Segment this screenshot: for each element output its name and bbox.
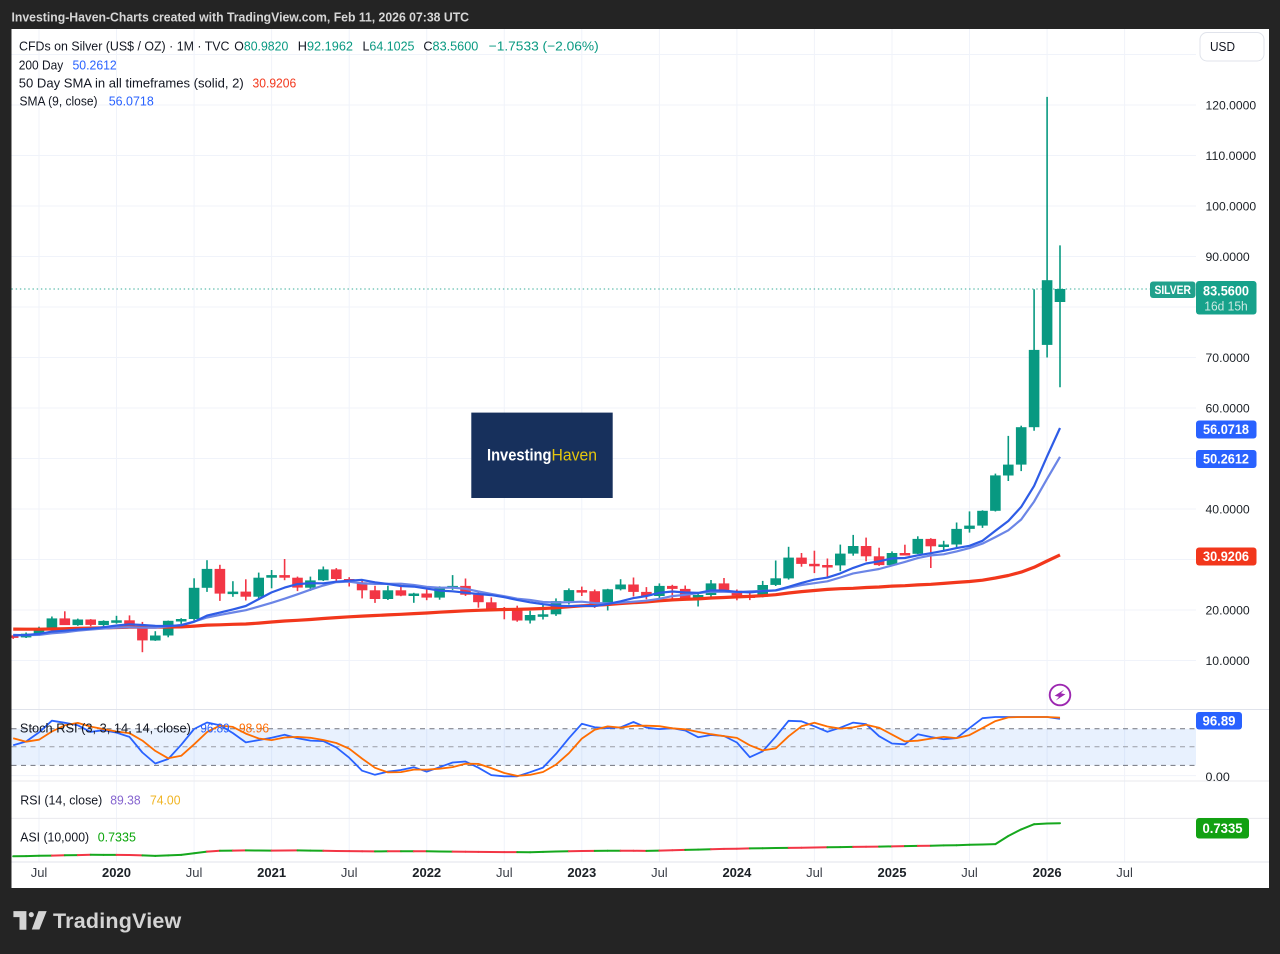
svg-text:2020: 2020	[102, 865, 131, 880]
svg-text:Jul: Jul	[496, 865, 513, 880]
svg-text:83.5600: 83.5600	[1203, 283, 1249, 299]
svg-text:SILVER: SILVER	[1154, 285, 1191, 297]
svg-text:16d 15h: 16d 15h	[1204, 300, 1248, 314]
svg-text:100.0000: 100.0000	[1206, 199, 1257, 213]
svg-text:98.96: 98.96	[239, 720, 269, 735]
svg-text:40.0000: 40.0000	[1206, 502, 1250, 516]
svg-text:2025: 2025	[878, 865, 907, 880]
svg-text:120.0000: 120.0000	[1206, 98, 1257, 112]
svg-text:H92.1962: H92.1962	[298, 39, 353, 54]
svg-text:L64.1025: L64.1025	[363, 39, 415, 54]
svg-text:56.0718: 56.0718	[1203, 421, 1249, 437]
svg-text:Jul: Jul	[651, 865, 668, 880]
svg-text:74.00: 74.00	[150, 793, 181, 808]
svg-text:Jul: Jul	[186, 865, 203, 880]
svg-text:Jul: Jul	[961, 865, 978, 880]
svg-text:96.89: 96.89	[200, 720, 229, 735]
svg-text:89.38: 89.38	[110, 793, 140, 808]
svg-text:0.7335: 0.7335	[1203, 820, 1243, 836]
svg-text:0.00: 0.00	[1206, 770, 1230, 784]
svg-text:Jul: Jul	[806, 865, 823, 880]
svg-text:ASI (10,000): ASI (10,000)	[20, 830, 89, 845]
svg-text:70.0000: 70.0000	[1206, 351, 1250, 365]
svg-text:TradingView: TradingView	[53, 909, 182, 933]
svg-text:2022: 2022	[412, 865, 441, 880]
svg-text:C83.5600: C83.5600	[423, 39, 478, 54]
svg-text:RSI (14, close): RSI (14, close)	[20, 793, 102, 808]
svg-text:60.0000: 60.0000	[1206, 401, 1250, 415]
svg-text:10.0000: 10.0000	[1206, 654, 1250, 668]
svg-text:2023: 2023	[567, 865, 596, 880]
svg-text:200 Day: 200 Day	[19, 57, 64, 72]
svg-text:50.2612: 50.2612	[1203, 451, 1249, 467]
svg-text:Jul: Jul	[341, 865, 358, 880]
svg-text:Investing-Haven-Charts created: Investing-Haven-Charts created with Trad…	[12, 9, 470, 24]
svg-text:50 Day SMA in all timeframes (: 50 Day SMA in all timeframes (solid, 2)	[19, 75, 244, 90]
svg-text:USD: USD	[1210, 39, 1235, 54]
svg-text:O80.9820: O80.9820	[234, 39, 288, 54]
svg-text:110.0000: 110.0000	[1206, 149, 1257, 163]
svg-text:50.2612: 50.2612	[73, 57, 117, 72]
svg-text:2021: 2021	[257, 865, 286, 880]
svg-text:Jul: Jul	[31, 865, 48, 880]
svg-text:90.0000: 90.0000	[1206, 250, 1250, 264]
svg-text:Haven: Haven	[552, 447, 598, 465]
svg-text:20.0000: 20.0000	[1206, 603, 1250, 617]
svg-text:0.7335: 0.7335	[98, 830, 136, 845]
svg-text:−1.7533 (−2.06%): −1.7533 (−2.06%)	[489, 39, 599, 54]
svg-text:96.89: 96.89	[1203, 714, 1236, 729]
svg-text:30.9206: 30.9206	[1203, 548, 1249, 564]
svg-text:56.0718: 56.0718	[109, 94, 154, 109]
svg-text:CFDs on Silver (US$ / OZ) · 1M: CFDs on Silver (US$ / OZ) · 1M · TVC	[19, 39, 230, 54]
svg-text:2026: 2026	[1033, 865, 1062, 880]
svg-text:Stoch RSI (3, 3, 14, 14, close: Stoch RSI (3, 3, 14, 14, close)	[20, 720, 191, 735]
svg-text:30.9206: 30.9206	[253, 75, 297, 90]
svg-text:Jul: Jul	[1116, 865, 1133, 880]
svg-text:SMA (9, close): SMA (9, close)	[20, 94, 98, 109]
svg-text:Investing: Investing	[487, 447, 552, 465]
svg-text:2024: 2024	[722, 865, 752, 880]
